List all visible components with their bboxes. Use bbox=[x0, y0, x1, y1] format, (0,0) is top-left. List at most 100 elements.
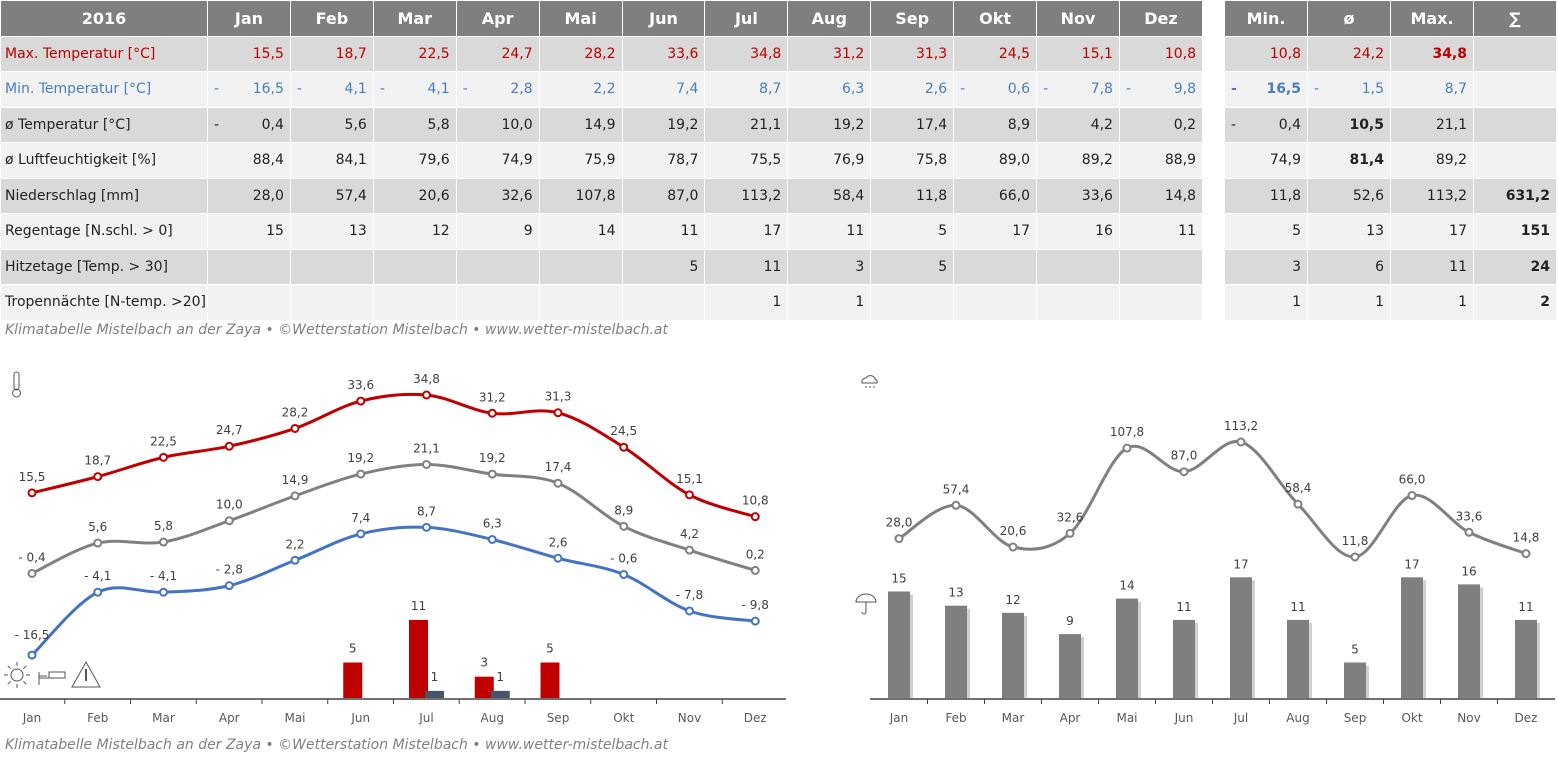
table-cell: 14 bbox=[538, 213, 623, 250]
summary-cell: 34,8 bbox=[1390, 35, 1474, 72]
summary-cell: 113,2 bbox=[1390, 177, 1474, 214]
cell-value: 16,5 bbox=[1266, 81, 1301, 98]
bar-label: 11 bbox=[411, 599, 426, 613]
data-label: 20,6 bbox=[1000, 524, 1027, 538]
data-label: 66,0 bbox=[1399, 473, 1426, 487]
data-label: 28,2 bbox=[282, 405, 309, 419]
x-tick-label: Jul bbox=[1233, 711, 1248, 725]
table-cell: 113,2 bbox=[704, 177, 789, 214]
table-cell: 88,9 bbox=[1118, 142, 1204, 179]
data-point bbox=[224, 441, 234, 451]
table-cell: 15,1 bbox=[1036, 35, 1120, 72]
table-cell: -2,8 bbox=[455, 71, 540, 108]
summary-row: -16,5-1,5 8,7 bbox=[1224, 71, 1557, 108]
data-point bbox=[422, 390, 431, 400]
table-cell: 75,5 bbox=[704, 142, 789, 179]
summary-cell: 24 bbox=[1473, 248, 1557, 285]
table-row: Tropennächte [N-temp. >20] 1 1 bbox=[0, 284, 1204, 321]
data-point bbox=[951, 500, 961, 510]
cell-value: 9,8 bbox=[1173, 81, 1196, 98]
table-cell: 14,9 bbox=[538, 106, 623, 143]
summary-cell: 151 bbox=[1473, 213, 1557, 250]
table-cell bbox=[538, 284, 623, 321]
summary-cell: 74,9 bbox=[1224, 142, 1308, 179]
summary-cell: 10,5 bbox=[1307, 106, 1391, 143]
x-tick-label: Jun bbox=[350, 711, 370, 725]
x-tick-label: Mar bbox=[1002, 711, 1025, 725]
table-cell bbox=[870, 284, 955, 321]
bar-label: 5 bbox=[1351, 643, 1359, 657]
data-label: 14,8 bbox=[1513, 531, 1540, 545]
bar-label: 11 bbox=[1290, 600, 1305, 614]
summary-row: 5 13 17 151 bbox=[1224, 213, 1557, 250]
cell-value: 0,4 bbox=[1278, 116, 1301, 133]
temperature-line bbox=[31, 462, 756, 575]
data-point bbox=[27, 488, 37, 498]
table-cell: 21,1 bbox=[704, 106, 789, 143]
data-point bbox=[159, 537, 168, 547]
data-label: 31,2 bbox=[479, 390, 506, 404]
header-row: 2016 Jan Feb Mar Apr Mai Jun Jul Aug Sep Okt Nov Dez bbox=[0, 0, 1204, 37]
table-cell: 7,4 bbox=[621, 71, 706, 108]
table-cell: 1 bbox=[787, 284, 872, 321]
data-label: 17,4 bbox=[545, 460, 572, 474]
data-label: 28,0 bbox=[886, 516, 913, 530]
table-cell bbox=[455, 284, 540, 321]
sun-core bbox=[10, 668, 24, 682]
data-point bbox=[27, 568, 37, 578]
data-label: 57,4 bbox=[943, 482, 970, 496]
table-cell: 66,0 bbox=[953, 177, 1038, 214]
bar-label: 5 bbox=[349, 642, 357, 656]
tropical-nights-bar bbox=[425, 690, 444, 698]
rain-days-bar bbox=[888, 591, 910, 698]
table-cell: 0,2 bbox=[1118, 106, 1204, 143]
table-cell: -0,6 bbox=[953, 71, 1038, 108]
data-point bbox=[487, 408, 497, 418]
bed-shape bbox=[38, 671, 66, 685]
monthly-climate-table: 2016 Jan Feb Mar Apr Mai Jun Jul Aug Sep Okt Nov Dez… bbox=[0, 0, 1204, 321]
bar-label: 16 bbox=[1461, 564, 1476, 578]
data-point bbox=[685, 606, 694, 616]
summary-header: ø bbox=[1307, 0, 1391, 37]
cell-value: 4,1 bbox=[427, 81, 450, 98]
caption-bottom: Klimatabelle Mistelbach an der Zaya • ©W… bbox=[5, 737, 668, 753]
summary-cell: 1 bbox=[1224, 284, 1308, 321]
data-label: 10,8 bbox=[742, 494, 769, 508]
bar-label: 12 bbox=[1005, 593, 1020, 607]
rain-days-bar bbox=[1059, 634, 1081, 698]
table-cell: 31,2 bbox=[787, 35, 872, 72]
table-cell bbox=[207, 248, 291, 285]
data-label: - 4,1 bbox=[150, 569, 177, 583]
table-row: Min. Temperatur [°C] -16,5-4,1-4,1-2,8 2,2… bbox=[0, 71, 1204, 108]
data-label: 15,1 bbox=[676, 472, 703, 486]
summary-cell: 6 bbox=[1307, 248, 1391, 285]
data-point bbox=[290, 491, 300, 501]
data-point bbox=[159, 587, 168, 597]
table-cell: 5,6 bbox=[289, 106, 374, 143]
data-point bbox=[1407, 491, 1417, 501]
summary-cell: 1 bbox=[1307, 284, 1391, 321]
year-header: 2016 bbox=[0, 0, 208, 37]
temperature-line bbox=[30, 525, 756, 657]
row-label: ø Temperatur [°C] bbox=[0, 106, 208, 143]
table-cell: -4,1 bbox=[372, 71, 457, 108]
row-label: Max. Temperatur [°C] bbox=[0, 35, 208, 72]
x-tick-label: Aug bbox=[481, 711, 504, 725]
rain-days-bar bbox=[1116, 598, 1138, 698]
bar-label: 5 bbox=[546, 642, 554, 656]
summary-cell: -16,5 bbox=[1224, 71, 1308, 108]
month-header: Mai bbox=[538, 0, 623, 37]
data-point bbox=[1236, 437, 1246, 447]
data-label: 6,3 bbox=[483, 516, 502, 530]
data-label: 8,7 bbox=[417, 504, 436, 518]
x-tick-label: Apr bbox=[219, 711, 240, 725]
table-cell: 16 bbox=[1036, 213, 1120, 250]
x-tick-label: Feb bbox=[87, 711, 108, 725]
data-label: - 2,8 bbox=[216, 563, 243, 577]
table-cell: 11,8 bbox=[870, 177, 955, 214]
table-cell: 75,8 bbox=[870, 142, 955, 179]
summary-cell: 52,6 bbox=[1307, 177, 1391, 214]
table-cell: 20,6 bbox=[372, 177, 457, 214]
